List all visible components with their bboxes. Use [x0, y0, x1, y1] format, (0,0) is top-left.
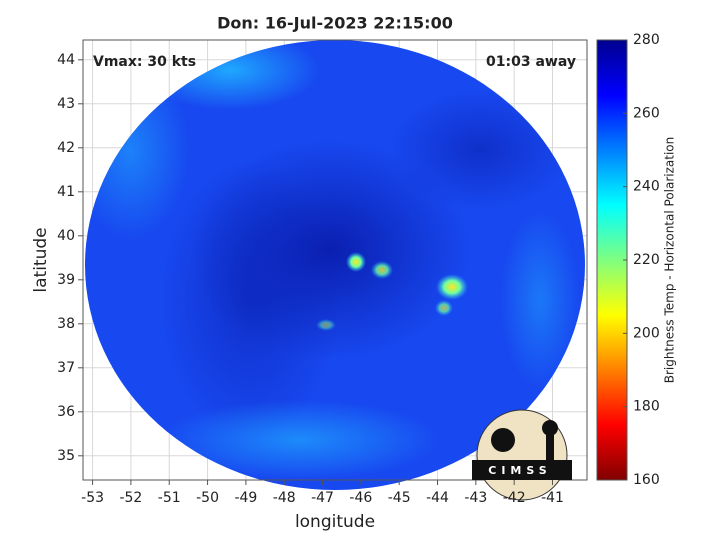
x-tick-label: -43	[464, 490, 487, 506]
x-tick-label: -48	[273, 490, 296, 506]
colorbar-tick-label: 220	[633, 252, 660, 268]
x-tick-label: -44	[426, 490, 449, 506]
colorbar-tick-label: 160	[633, 472, 660, 488]
x-tick-label: -47	[311, 490, 334, 506]
y-tick-label: 38	[57, 316, 75, 332]
y-axis-label: latitude	[31, 227, 51, 292]
colorbar-tick-label: 200	[633, 325, 660, 341]
x-tick-label: -52	[119, 490, 142, 506]
chart-title: Don: 16-Jul-2023 22:15:00	[217, 14, 453, 33]
logo-text: CIMSS	[488, 464, 551, 477]
y-tick-label: 36	[57, 404, 75, 420]
colorbar-tick-label: 280	[633, 32, 660, 48]
x-tick-label: -50	[196, 490, 219, 506]
colorbar-tick-label: 180	[633, 399, 660, 415]
x-tick-label: -46	[349, 490, 372, 506]
x-tick-label: -41	[541, 490, 564, 506]
annotation: 01:03 away	[486, 54, 576, 70]
colorbar-tick-label: 260	[633, 105, 660, 121]
x-tick-label: -49	[234, 490, 257, 506]
logo: CIMSS	[472, 409, 572, 501]
x-tick-label: -42	[503, 490, 526, 506]
y-tick-label: 37	[57, 360, 75, 376]
colorbar	[596, 39, 628, 481]
y-tick-label: 40	[57, 228, 75, 244]
y-tick-label: 41	[57, 184, 75, 200]
y-tick-label: 35	[57, 448, 75, 464]
annotation: Vmax: 30 kts	[93, 54, 196, 70]
plot-frame	[82, 39, 588, 481]
colorbar-label: Brightness Temp - Horizontal Polarizatio…	[663, 137, 677, 384]
y-tick-label: 39	[57, 272, 75, 288]
y-tick-label: 42	[57, 140, 75, 156]
x-tick-label: -45	[388, 490, 411, 506]
imagery	[85, 40, 585, 490]
x-axis-label: longitude	[295, 512, 375, 532]
y-tick-label: 43	[57, 96, 75, 112]
y-tick-label: 44	[57, 52, 75, 68]
x-tick-label: -53	[81, 490, 104, 506]
colorbar-tick-label: 240	[633, 179, 660, 195]
x-tick-label: -51	[158, 490, 181, 506]
